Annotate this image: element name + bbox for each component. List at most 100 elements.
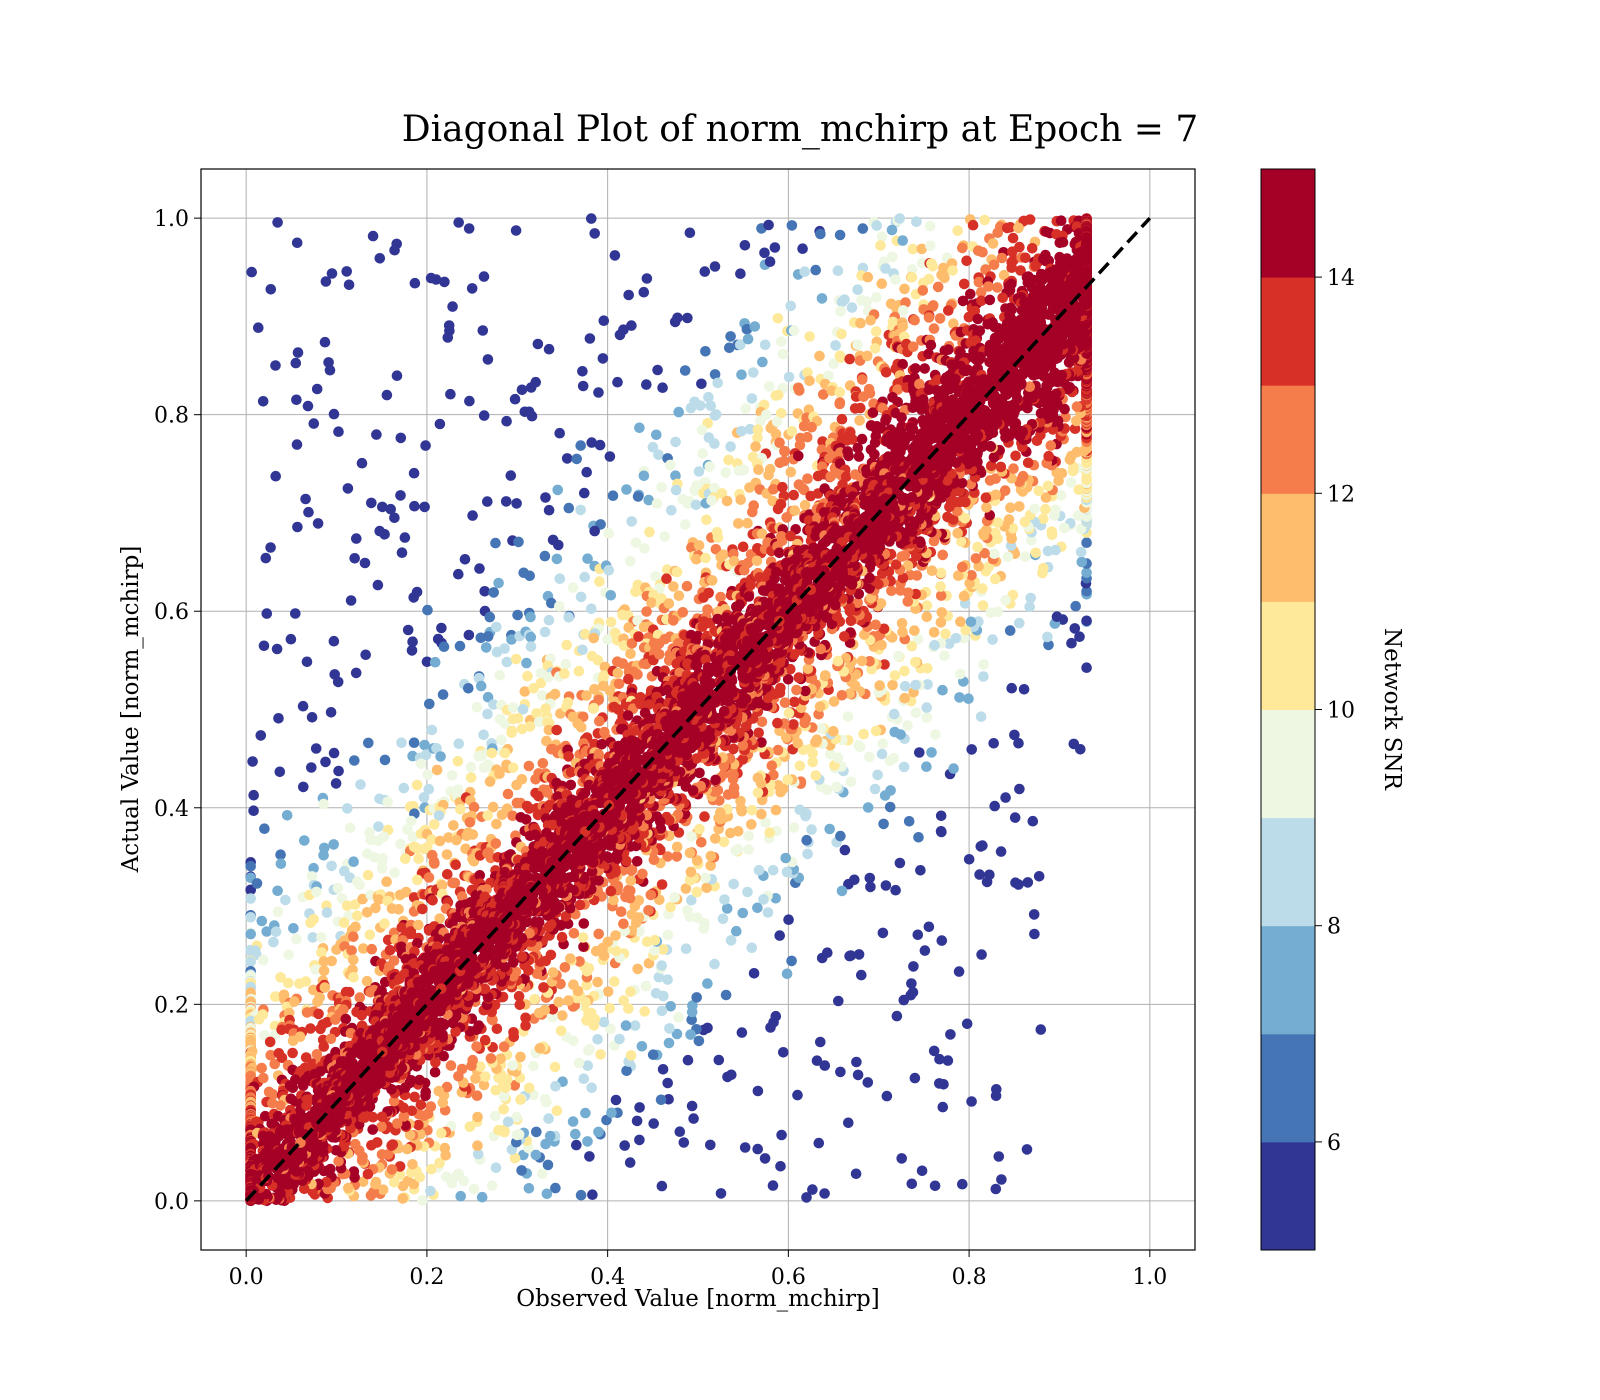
scatter-point — [246, 266, 257, 278]
scatter-point — [499, 747, 511, 759]
scatter-point — [619, 1140, 630, 1151]
scatter-point — [592, 976, 603, 988]
scatter-point — [815, 1036, 826, 1048]
scatter-point — [715, 1188, 727, 1199]
scatter-point — [629, 1020, 641, 1031]
scatter-point — [832, 655, 844, 667]
scatter-point — [952, 527, 963, 539]
scatter-point — [862, 271, 874, 283]
scatter-point — [646, 597, 657, 608]
scatter-point — [475, 680, 487, 692]
scatter-point — [537, 758, 549, 769]
scatter-point — [665, 901, 676, 913]
scatter-point — [393, 904, 404, 915]
scatter-point — [843, 450, 854, 462]
scatter-point — [738, 464, 750, 476]
scatter-point — [990, 527, 1001, 539]
scatter-point — [677, 607, 689, 618]
scatter-point — [360, 649, 372, 661]
scatter-point — [718, 549, 729, 560]
scatter-point — [984, 294, 996, 306]
scatter-point — [420, 440, 431, 451]
scatter-point — [467, 510, 478, 521]
scatter-point — [252, 322, 264, 334]
scatter-point — [967, 219, 979, 231]
scatter-point — [792, 1089, 803, 1101]
scatter-point — [1026, 243, 1038, 254]
scatter-point — [532, 338, 544, 350]
scatter-point — [947, 265, 958, 276]
scatter-point — [670, 484, 682, 496]
scatter-point — [705, 400, 716, 412]
scatter-point — [549, 1061, 561, 1073]
scatter-point — [472, 1111, 483, 1123]
scatter-point — [810, 264, 821, 276]
scatter-point — [671, 1028, 683, 1040]
scatter-point — [513, 536, 524, 548]
scatter-point — [298, 781, 309, 793]
scatter-point — [568, 979, 579, 990]
scatter-point — [733, 518, 744, 529]
scatter-point — [1081, 567, 1092, 578]
scatter-point — [670, 436, 681, 448]
scatter-point — [710, 409, 722, 420]
scatter-point — [788, 719, 799, 730]
scatter-point — [869, 783, 881, 795]
scatter-point — [773, 389, 784, 401]
scatter-point — [389, 867, 400, 878]
scatter-point — [482, 810, 494, 821]
scatter-point — [767, 1180, 779, 1191]
scatter-point — [496, 734, 507, 746]
scatter-point — [897, 626, 908, 638]
scatter-point — [319, 982, 331, 993]
scatter-point — [640, 980, 652, 992]
scatter-point — [491, 818, 502, 830]
scatter-point — [802, 663, 814, 675]
scatter-point — [934, 1053, 945, 1065]
scatter-point — [350, 1138, 361, 1150]
scatter-point — [588, 632, 599, 644]
scatter-point — [739, 1142, 751, 1153]
scatter-point — [352, 910, 363, 922]
scatter-point — [605, 885, 617, 897]
scatter-point — [344, 822, 356, 834]
scatter-point — [915, 865, 926, 876]
scatter-point — [977, 246, 988, 258]
scatter-point — [802, 473, 813, 485]
scatter-point — [757, 356, 768, 368]
scatter-point — [870, 725, 882, 737]
scatter-point — [728, 878, 739, 890]
scatter-point — [682, 312, 693, 324]
scatter-point — [934, 1078, 945, 1089]
scatter-point — [429, 656, 441, 668]
scatter-point — [679, 519, 691, 530]
scatter-point — [697, 448, 708, 459]
scatter-point — [408, 592, 420, 603]
scatter-point — [1068, 738, 1080, 750]
scatter-point — [453, 568, 464, 580]
scatter-point — [614, 1033, 625, 1045]
scatter-point — [955, 616, 966, 627]
scatter-point — [343, 986, 355, 998]
scatter-point — [788, 325, 800, 336]
scatter-point — [348, 931, 359, 942]
scatter-point — [301, 656, 313, 668]
scatter-point — [899, 665, 910, 677]
scatter-point — [623, 622, 634, 633]
scatter-point — [467, 1054, 479, 1066]
scatter-point — [412, 874, 423, 886]
scatter-point — [907, 243, 919, 255]
scatter-point — [775, 1161, 786, 1172]
scatter-point — [935, 617, 947, 628]
scatter-point — [472, 1148, 484, 1160]
scatter-point — [844, 353, 855, 365]
scatter-point — [371, 429, 382, 440]
scatter-point — [417, 903, 428, 915]
scatter-point — [445, 388, 456, 400]
scatter-point — [391, 370, 403, 382]
scatter-point — [1000, 594, 1011, 606]
scatter-point — [542, 1159, 554, 1171]
scatter-point — [490, 838, 502, 849]
scatter-point — [906, 640, 918, 652]
scatter-point — [701, 882, 712, 894]
